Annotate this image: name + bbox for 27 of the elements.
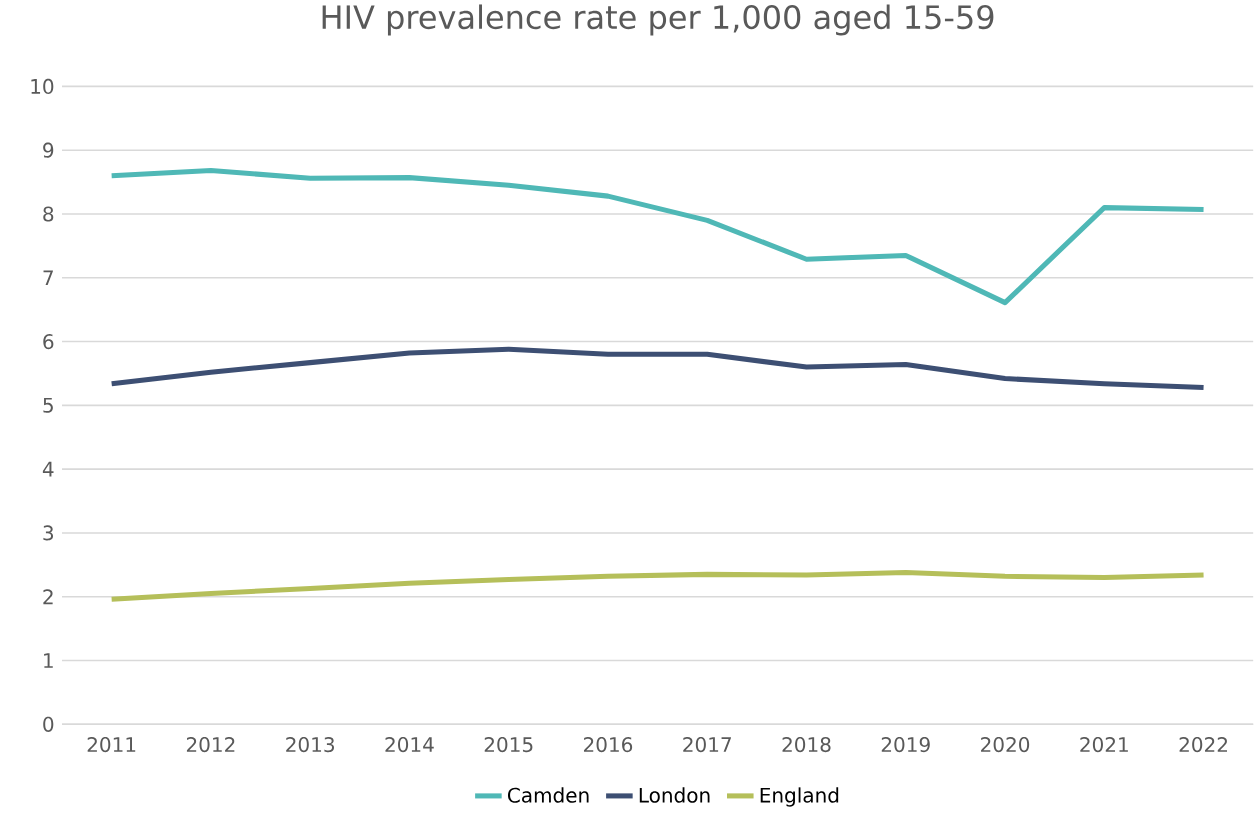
x-tick-label: 2014: [385, 736, 434, 753]
chart-title: HIV prevalence rate per 1,000 aged 15-59: [322, 4, 994, 36]
x-tick-label: 2017: [683, 736, 731, 753]
x-tick-label: 2020: [981, 736, 1030, 753]
y-tick-label: 0: [43, 716, 54, 732]
y-tick-label: 3: [43, 525, 54, 541]
y-tick-label: 6: [43, 333, 54, 349]
y-tick-label: 4: [42, 461, 54, 477]
x-tick-label: 2012: [186, 736, 235, 753]
x-tick-label: 2015: [484, 736, 533, 753]
x-tick-label: 2022: [1179, 736, 1227, 753]
x-tick-label: 2013: [286, 736, 334, 753]
y-tick-label: 7: [43, 270, 53, 285]
y-tick-label: 8: [43, 206, 54, 222]
y-tick-label: 2: [43, 589, 53, 604]
x-tick-label: 2016: [583, 736, 633, 753]
x-tick-label: 2018: [782, 736, 831, 753]
x-tick-label: 2011: [87, 736, 136, 753]
x-tick-label: 2021: [1080, 736, 1128, 753]
legend-label: London: [639, 787, 710, 803]
x-tick-label: 2019: [881, 736, 930, 753]
y-tick-label: 5: [43, 397, 53, 413]
y-tick-label: 1: [44, 653, 53, 668]
y-tick-label: 10: [31, 78, 54, 94]
legend-label: England: [760, 787, 839, 807]
legend-label: Camden: [507, 787, 589, 803]
y-tick-label: 9: [43, 142, 54, 158]
